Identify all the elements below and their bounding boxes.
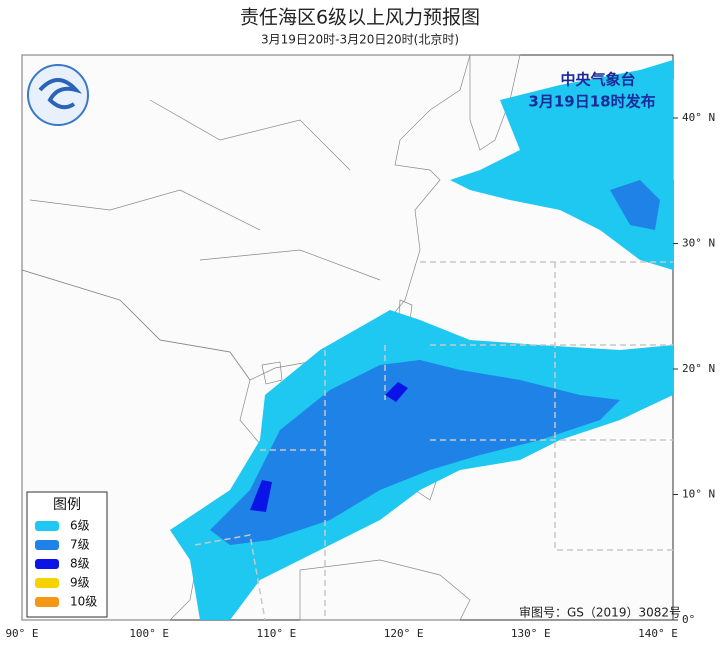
lon-label: 100° E xyxy=(129,627,169,640)
cma-logo-mark xyxy=(38,78,83,110)
legend-label: 10级 xyxy=(70,595,97,609)
lon-label: 140° E xyxy=(638,627,678,640)
issue-time: 3月19日18时发布 xyxy=(528,93,655,111)
wind-area-7 xyxy=(210,360,620,545)
lat-label: 30° N xyxy=(682,237,715,250)
map-subtitle: 3月19日20时-3月20日20时(北京时) xyxy=(261,33,459,47)
approval-number: 审图号：GS（2019）3082号 xyxy=(519,605,681,620)
china-land xyxy=(21,54,471,381)
legend-label: 7级 xyxy=(70,538,90,552)
wind-area-8 xyxy=(250,480,272,512)
map-area xyxy=(21,54,674,621)
legend-label: 8级 xyxy=(70,557,90,571)
legend-label: 6级 xyxy=(70,519,90,533)
wind-area-6 xyxy=(450,60,673,270)
legend-swatch xyxy=(35,597,59,607)
cma-logo xyxy=(27,64,89,126)
legend-title: 图例 xyxy=(53,497,81,513)
legend-swatch xyxy=(35,578,59,588)
province-borders xyxy=(29,99,381,281)
borneo-land xyxy=(299,559,471,621)
lat-label: 10° N xyxy=(682,488,715,501)
lat-label: 40° N xyxy=(682,111,715,124)
legend: 图例 6级 7级 8级 9级 10级 xyxy=(26,491,108,618)
korea-land xyxy=(469,54,521,151)
sea-zone-boundaries xyxy=(194,261,673,621)
issuer: 中央气象台 xyxy=(560,71,635,89)
lon-label: 120° E xyxy=(384,627,424,640)
lat-label: 0° xyxy=(682,613,695,626)
lat-label: 20° N xyxy=(682,362,715,375)
lon-label: 90° E xyxy=(5,627,38,640)
ticks: 90° E 100° E 110° E 120° E 130° E 140° E 40° N… xyxy=(5,111,715,640)
legend-swatch xyxy=(35,521,59,531)
wind-area-8 xyxy=(385,382,408,402)
legend-label: 9级 xyxy=(70,576,90,590)
lon-label: 110° E xyxy=(257,627,297,640)
map-title: 责任海区6级以上风力预报图 xyxy=(240,7,480,29)
legend-swatch xyxy=(35,559,59,569)
legend-swatch xyxy=(35,540,59,550)
hainan-land xyxy=(261,361,283,385)
lon-label: 130° E xyxy=(511,627,551,640)
wind-area-7 xyxy=(610,180,660,230)
legend-box xyxy=(26,491,108,618)
